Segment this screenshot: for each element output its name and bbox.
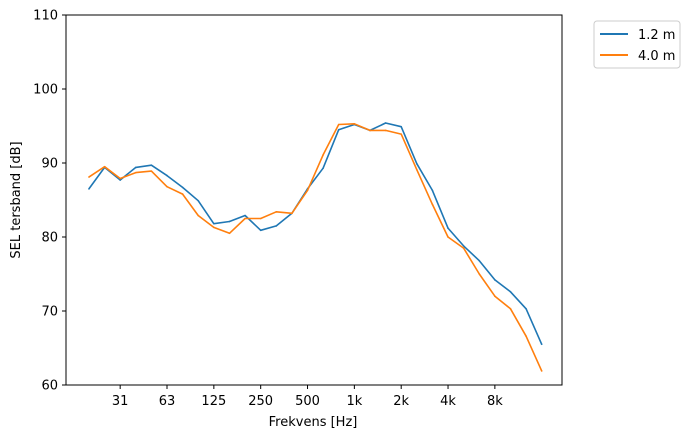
data-point (119, 177, 121, 180)
data-point (150, 164, 153, 167)
data-point (88, 176, 90, 178)
data-point (337, 123, 340, 126)
data-point (103, 165, 106, 168)
data-point (447, 236, 449, 238)
data-point (384, 122, 387, 124)
data-point (181, 193, 184, 195)
x-tick-label: 63 (159, 394, 176, 409)
data-point (259, 217, 262, 220)
x-tick-label: 1k (346, 394, 362, 409)
data-point (478, 273, 481, 275)
data-point (275, 211, 278, 213)
data-point (259, 229, 262, 232)
data-point (197, 199, 200, 202)
data-point (384, 129, 387, 132)
data-point (400, 125, 402, 128)
y-tick-label: 90 (41, 157, 58, 172)
legend-box (593, 20, 681, 69)
data-point (88, 188, 90, 190)
legend-label-1-2m: 1.2 m (638, 28, 675, 43)
data-point (213, 226, 215, 229)
data-point (540, 343, 543, 346)
x-tick-label: 8k (487, 394, 503, 409)
data-point (228, 220, 231, 223)
data-point (337, 128, 340, 131)
data-point (525, 307, 527, 310)
data-point (494, 295, 496, 298)
data-point (119, 179, 121, 181)
data-point (509, 307, 512, 310)
data-point (540, 370, 543, 372)
data-point (400, 133, 402, 135)
data-point (462, 247, 465, 249)
data-point (228, 232, 231, 235)
data-point (494, 279, 496, 281)
data-point (478, 259, 481, 262)
data-point (244, 214, 246, 217)
data-point (134, 171, 137, 174)
x-tick-label: 250 (248, 394, 273, 409)
data-point (166, 185, 168, 188)
y-tick-label: 80 (41, 231, 58, 246)
data-point (322, 154, 324, 156)
data-point (509, 290, 512, 293)
series-line-4-0-m (88, 123, 543, 372)
data-point (322, 167, 324, 169)
x-tick-label: 500 (295, 394, 320, 409)
data-point (462, 245, 465, 247)
data-point (275, 225, 278, 227)
y-axis-label: SEL tersband [dB] (9, 141, 24, 258)
y-tick-label: 100 (33, 83, 58, 98)
x-tick-label: 31 (112, 394, 129, 409)
x-tick-label: 4k (440, 394, 456, 409)
data-point (244, 217, 246, 220)
data-point (150, 170, 153, 172)
data-point (447, 227, 449, 229)
data-point (134, 166, 137, 169)
y-tick-label: 110 (33, 9, 58, 24)
y-tick-label: 60 (41, 379, 58, 394)
data-point (431, 203, 434, 206)
data-point (353, 122, 356, 125)
x-tick-label: 2k (393, 394, 409, 409)
plot-frame (65, 14, 563, 386)
data-point (416, 162, 418, 165)
data-point (181, 186, 184, 189)
y-tick-label: 70 (41, 305, 58, 320)
data-point (291, 212, 293, 215)
data-point (416, 168, 418, 171)
series-line-1-2-m (88, 122, 543, 345)
x-tick-label: 125 (201, 394, 226, 409)
data-point (306, 189, 309, 192)
data-point (213, 222, 215, 225)
data-point (525, 335, 527, 337)
legend: 1.2 m 4.0 m (593, 20, 681, 69)
x-axis-label: Frekvens [Hz] (269, 415, 358, 430)
data-point (369, 129, 371, 132)
data-point (166, 174, 168, 177)
data-point (431, 189, 434, 192)
legend-label-4-0m: 4.0 m (638, 49, 675, 64)
data-point (197, 214, 200, 217)
